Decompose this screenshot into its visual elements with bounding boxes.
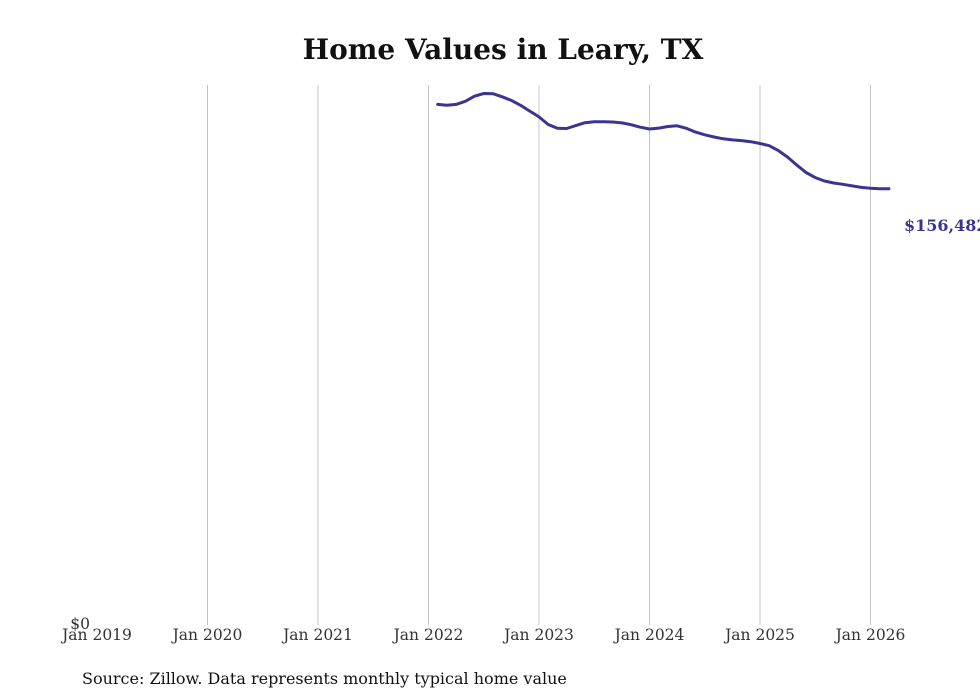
gridlines [207,85,871,625]
x-axis-ticks: Jan 2019 Jan 2020 Jan 2021 Jan 2022 Jan 2023… [60,626,905,644]
x-tick-label: Jan 2023 [502,626,574,644]
x-tick-label: Jan 2026 [834,626,906,644]
end-value-label: $156,482 [904,216,980,235]
series-line [436,92,891,191]
x-tick-label: Jan 2021 [281,626,353,644]
x-tick-label: Jan 2025 [723,626,795,644]
chart-title: Home Values in Leary, TX [303,33,704,66]
x-tick-label: Jan 2022 [392,626,464,644]
x-tick-label: Jan 2020 [171,626,243,644]
source-note: Source: Zillow. Data represents monthly … [82,669,567,688]
y-tick-label: $0 [70,615,90,633]
x-tick-label: Jan 2024 [613,626,685,644]
x-tick-label: Jan 2019 [60,626,132,644]
